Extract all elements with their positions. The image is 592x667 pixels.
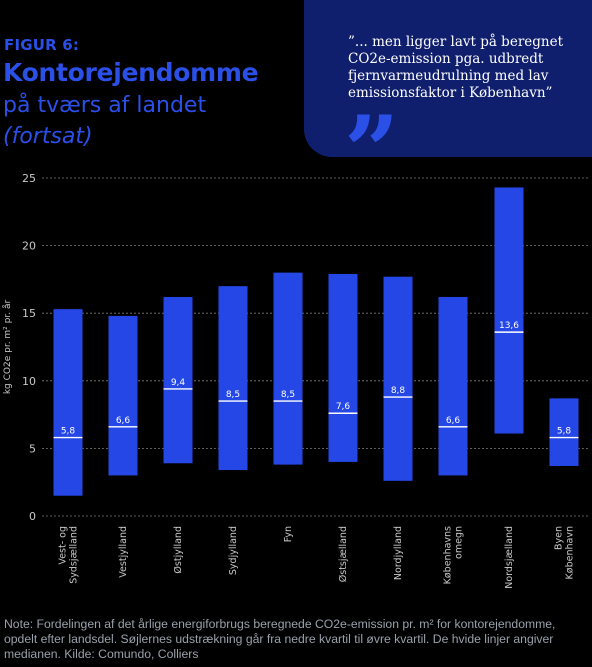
median-label: 9,4: [171, 378, 186, 388]
median-label: 8,5: [226, 390, 240, 400]
quote-mark-icon: ”: [344, 95, 400, 208]
x-tick-label: Nordsjælland: [504, 526, 515, 589]
x-tick-label: Københavnsomegn: [443, 526, 465, 584]
median-label: 6,6: [116, 416, 131, 426]
y-axis-label: kg CO2e pr. m² pr. år: [2, 300, 13, 395]
range-bar: [218, 286, 248, 471]
y-tick-label: 20: [22, 240, 36, 253]
range-bar: [549, 398, 579, 466]
x-tick-label: Nordjylland: [393, 526, 404, 580]
range-bar: [494, 187, 524, 434]
range-bar: [163, 296, 193, 464]
range-bar: [53, 309, 83, 496]
x-tick-label: Vestjylland: [118, 526, 129, 578]
x-tick-label: Østsjælland: [338, 526, 349, 582]
x-tick-label: Vest- ogSydsjælland: [58, 526, 80, 584]
figure-label: FIGUR 6:: [4, 36, 80, 54]
median-label: 5,8: [557, 427, 572, 437]
y-tick-label: 0: [29, 510, 36, 523]
median-label: 8,8: [391, 386, 406, 396]
median-label: 7,6: [336, 402, 351, 412]
median-label: 5,8: [61, 427, 76, 437]
x-tick-label: ByenKøbenhavn: [554, 526, 576, 579]
quote-box: [304, 0, 592, 157]
range-bar: [438, 296, 468, 476]
median-label: 8,5: [281, 390, 295, 400]
median-label: 13,6: [499, 321, 519, 331]
x-tick-label: Sydjylland: [228, 526, 239, 575]
y-tick-label: 15: [22, 307, 36, 320]
x-tick-label: Østjylland: [173, 526, 184, 574]
y-tick-label: 5: [29, 442, 36, 455]
y-tick-label: 10: [22, 375, 36, 388]
range-bar: [273, 272, 303, 465]
y-tick-label: 25: [22, 172, 36, 185]
continued-label: (fortsat): [3, 124, 93, 149]
range-bar-chart: 0 5 10 15 20 25 kg CO2e pr. m² pr. år 5,8 Vest- …: [2, 172, 588, 589]
range-bar: [328, 273, 358, 462]
x-tick-label: Fyn: [283, 526, 294, 542]
page-subtitle: på tværs af landet: [3, 93, 207, 118]
median-label: 6,6: [446, 416, 461, 426]
quote-text: ”... men ligger lavt på beregnet CO2e-em…: [348, 34, 564, 101]
range-bar: [383, 276, 413, 481]
page-title: Kontorejendomme: [3, 58, 259, 87]
range-bar: [108, 315, 138, 476]
chart-note: Note: Fordelingen af det årlige energifo…: [4, 617, 556, 661]
